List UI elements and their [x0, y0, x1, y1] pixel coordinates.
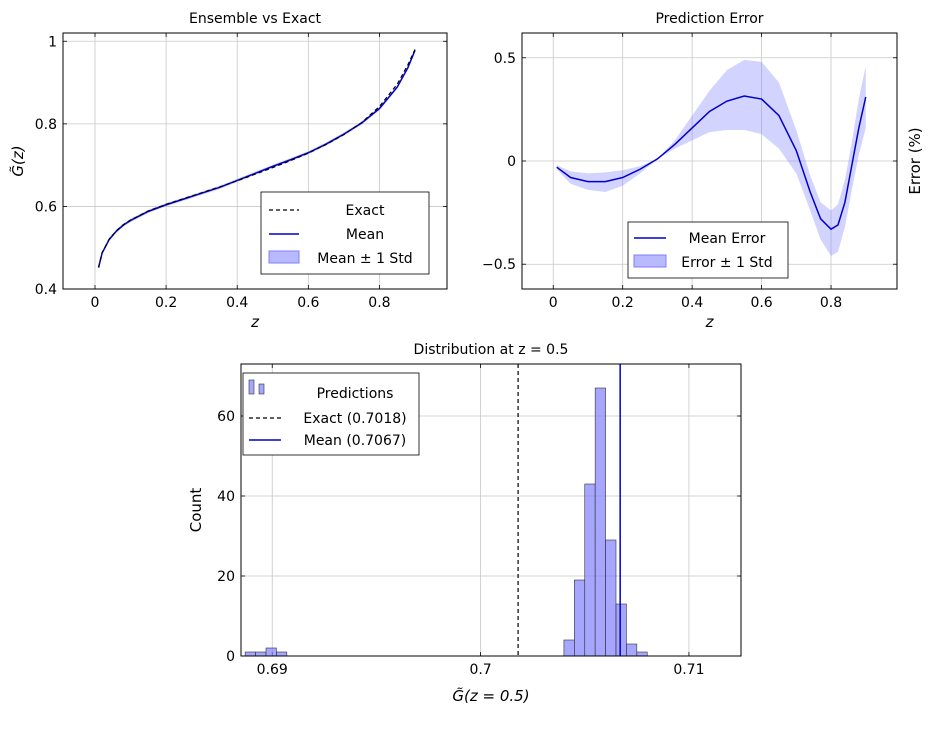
histogram-bar — [255, 651, 267, 657]
legend-swatch-predictions — [248, 379, 255, 395]
ensemble-xtick-label: 0.2 — [155, 295, 177, 311]
error-xtick-label: 0.6 — [750, 295, 772, 311]
ensemble-y-axis-label: G̃(z) — [8, 145, 27, 176]
ensemble-ytick-label: 0.8 — [35, 117, 57, 133]
distribution-title: Distribution at z = 0.5 — [414, 342, 569, 358]
histogram-bar — [594, 387, 606, 657]
ensemble-plot-frame — [62, 32, 448, 290]
error-plot-frame — [521, 32, 898, 290]
legend-label-predictions: Predictions — [317, 386, 394, 402]
distribution-xtick-label: 0.7 — [469, 662, 491, 678]
error-ytick-label: 0 — [507, 154, 516, 170]
legend-label-mean-error: Mean Error — [689, 231, 766, 247]
error-xtick-label: 0.4 — [681, 295, 703, 311]
ensemble-xtick-label: 0 — [91, 295, 100, 311]
error-ytick-label: 0.5 — [494, 51, 516, 67]
ensemble-ytick-label: 1 — [48, 34, 57, 50]
error-mean-line — [556, 95, 867, 231]
histogram-bar — [265, 647, 277, 657]
error-std-band — [556, 59, 866, 256]
error-y-axis-label: Error (%) — [906, 127, 924, 194]
distribution-legend — [242, 372, 420, 456]
ensemble-xtick-label: 0.6 — [297, 295, 319, 311]
histogram-bar — [563, 639, 575, 657]
legend-label-error-band: Error ± 1 Std — [681, 255, 772, 271]
distribution-y-axis-label: Count — [187, 488, 205, 533]
histogram-bar — [605, 539, 617, 657]
distribution-ytick-label: 0 — [226, 649, 235, 665]
distribution-ytick-label: 20 — [217, 569, 235, 585]
histogram-bar — [615, 603, 627, 657]
distribution-x-axis-label: G̃(z = 0.5) — [452, 686, 529, 705]
error-x-axis-label: z — [705, 313, 715, 331]
ensemble-ytick-label: 0.4 — [35, 282, 57, 298]
ensemble-chart: 0 0.2 0.4 0.6 0.8 0.4 0.6 0.8 1 Ensemble vs Exact… — [8, 11, 448, 331]
legend-label-exact-value: Exact (0.7018) — [303, 411, 406, 427]
distribution-chart: 0.69 0.7 0.71 0 20 40 60 Distribution at z = 0.… — [187, 342, 742, 705]
error-ytick-label: −0.5 — [482, 257, 516, 273]
legend-label-mean: Mean — [346, 227, 384, 243]
legend-label-exact: Exact — [346, 203, 385, 219]
distribution-ytick-label: 40 — [217, 489, 235, 505]
ensemble-title: Ensemble vs Exact — [189, 11, 322, 27]
ensemble-x-axis-label: z — [250, 313, 260, 331]
ensemble-ytick-label: 0.6 — [35, 199, 57, 215]
legend-swatch-predictions — [258, 383, 265, 395]
ensemble-mean-line — [97, 50, 416, 268]
histogram-bar — [244, 651, 256, 657]
ensemble-xtick-label: 0.4 — [226, 295, 248, 311]
error-xtick-label: 0.2 — [612, 295, 634, 311]
distribution-xtick-label: 0.69 — [257, 662, 288, 678]
histogram-bar — [276, 651, 288, 657]
legend-swatch-std-band — [268, 250, 300, 264]
distribution-plot-frame — [240, 363, 742, 657]
ensemble-xtick-label: 0.8 — [368, 295, 390, 311]
legend-label-std-band: Mean ± 1 Std — [317, 251, 412, 267]
error-xtick-label: 0 — [549, 295, 558, 311]
error-chart: 0 0.2 0.4 0.6 0.8 −0.5 0 0.5 Prediction Error z Er… — [482, 11, 924, 331]
histogram-bar — [574, 579, 586, 657]
legend-swatch-error-band — [633, 254, 667, 268]
error-title: Prediction Error — [655, 11, 763, 27]
histogram-bar — [584, 483, 596, 657]
distribution-xtick-label: 0.71 — [673, 662, 704, 678]
error-legend — [627, 221, 789, 279]
distribution-ytick-label: 60 — [217, 409, 235, 425]
legend-label-mean-value: Mean (0.7067) — [304, 433, 407, 449]
error-xtick-label: 0.8 — [820, 295, 842, 311]
histogram-bar — [626, 643, 638, 657]
histogram-bar — [636, 651, 648, 657]
